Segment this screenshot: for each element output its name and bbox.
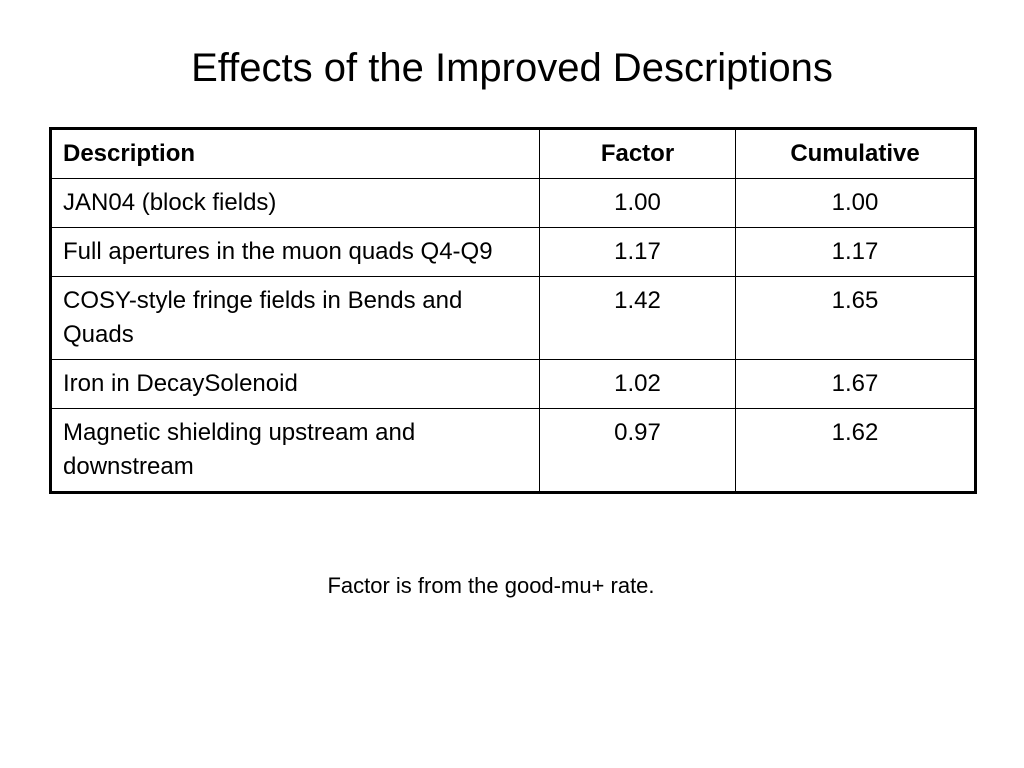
- cell-cumulative: 1.67: [735, 359, 976, 409]
- footnote: Factor is from the good-mu+ rate.: [327, 573, 655, 598]
- header-description: Description: [50, 128, 540, 179]
- header-cumulative: Cumulative: [735, 128, 976, 179]
- cell-description: JAN04 (block fields): [50, 178, 540, 228]
- table-row: JAN04 (block fields) 1.00 1.00: [50, 178, 976, 228]
- cell-description: Full apertures in the muon quads Q4-Q9: [50, 227, 540, 277]
- cell-factor: 0.97: [539, 408, 736, 493]
- table-row: COSY-style fringe fields in Bends and Qu…: [50, 276, 976, 360]
- results-table-container: Description Factor Cumulative JAN04 (blo…: [49, 127, 977, 494]
- cell-cumulative: 1.00: [735, 178, 976, 228]
- cell-cumulative: 1.65: [735, 276, 976, 360]
- cell-cumulative: 1.62: [735, 408, 976, 493]
- cell-factor: 1.00: [539, 178, 736, 228]
- header-factor: Factor: [539, 128, 736, 179]
- cell-factor: 1.17: [539, 227, 736, 277]
- table-row: Full apertures in the muon quads Q4-Q9 1…: [50, 227, 976, 277]
- cell-factor: 1.02: [539, 359, 736, 409]
- slide-title: Effects of the Improved Descriptions: [191, 46, 833, 90]
- table-row: Iron in DecaySolenoid 1.02 1.67: [50, 359, 976, 409]
- cell-description: Magnetic shielding upstream and downstre…: [50, 408, 540, 493]
- cell-cumulative: 1.17: [735, 227, 976, 277]
- cell-description: Iron in DecaySolenoid: [50, 359, 540, 409]
- table-row: Magnetic shielding upstream and downstre…: [50, 408, 976, 493]
- cell-description: COSY-style fringe fields in Bends and Qu…: [50, 276, 540, 360]
- table-header-row: Description Factor Cumulative: [50, 128, 976, 179]
- results-table: Description Factor Cumulative JAN04 (blo…: [49, 127, 977, 494]
- cell-factor: 1.42: [539, 276, 736, 360]
